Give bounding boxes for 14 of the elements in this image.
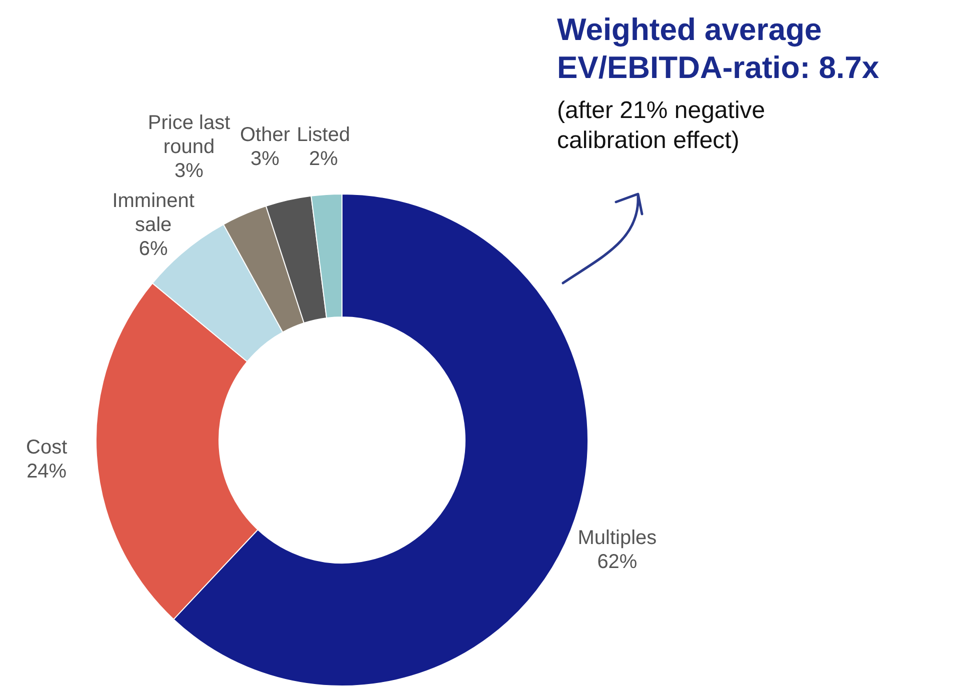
data-label: 6% <box>138 238 168 260</box>
slice-label: Cost <box>26 436 68 459</box>
text: Weighted average EV/EBITDA-ratio: 8.7x <box>557 12 880 85</box>
slice-label: Price last round <box>148 112 231 158</box>
slice-label: Listed <box>296 124 350 146</box>
data-label: 24% <box>26 460 67 483</box>
slice-label: Multiples <box>578 526 657 549</box>
chart-subtitle: (after 21% negative calibration effect) <box>557 97 766 154</box>
slice-label: Imminent sale <box>112 190 195 236</box>
data-label: 2% <box>308 148 338 170</box>
data-label: 3% <box>174 160 204 182</box>
data-label: 3% <box>250 148 280 170</box>
slice-label: Other <box>240 124 290 146</box>
data-label: 62% <box>597 550 638 573</box>
